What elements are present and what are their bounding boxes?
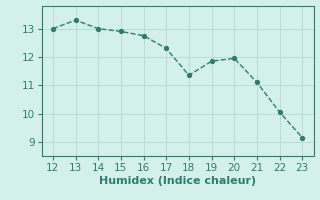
X-axis label: Humidex (Indice chaleur): Humidex (Indice chaleur) xyxy=(99,176,256,186)
